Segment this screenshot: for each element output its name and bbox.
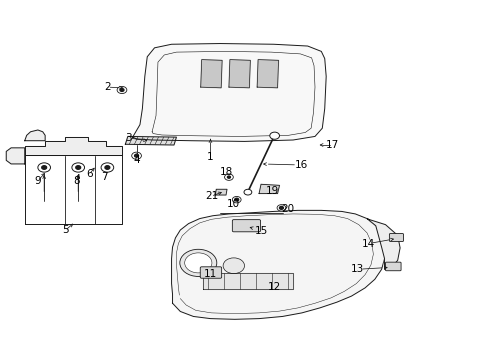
Polygon shape xyxy=(228,60,250,88)
Polygon shape xyxy=(25,137,122,155)
Circle shape xyxy=(232,197,241,203)
Circle shape xyxy=(224,174,233,180)
FancyBboxPatch shape xyxy=(232,220,260,232)
Text: 11: 11 xyxy=(203,269,217,279)
Circle shape xyxy=(134,154,138,157)
Polygon shape xyxy=(259,184,279,194)
Polygon shape xyxy=(215,189,226,195)
Circle shape xyxy=(180,249,216,276)
Circle shape xyxy=(244,189,251,195)
Text: 20: 20 xyxy=(281,203,294,213)
Circle shape xyxy=(277,204,285,211)
FancyBboxPatch shape xyxy=(200,267,221,278)
Polygon shape xyxy=(25,155,122,224)
Polygon shape xyxy=(201,60,222,88)
Circle shape xyxy=(269,132,279,139)
Circle shape xyxy=(131,152,141,159)
Polygon shape xyxy=(203,273,292,289)
Polygon shape xyxy=(132,44,325,141)
Circle shape xyxy=(234,198,238,201)
Polygon shape xyxy=(171,210,384,319)
Text: 12: 12 xyxy=(267,282,281,292)
Polygon shape xyxy=(152,51,314,136)
Circle shape xyxy=(117,86,126,94)
Polygon shape xyxy=(6,148,25,164)
Circle shape xyxy=(76,166,81,169)
Text: 17: 17 xyxy=(325,140,338,150)
Text: 9: 9 xyxy=(35,176,41,186)
Polygon shape xyxy=(257,60,278,88)
Circle shape xyxy=(105,166,110,169)
Circle shape xyxy=(38,163,50,172)
Text: 10: 10 xyxy=(227,199,240,209)
Circle shape xyxy=(279,206,283,209)
Text: 13: 13 xyxy=(350,264,363,274)
Text: 3: 3 xyxy=(125,133,132,143)
FancyBboxPatch shape xyxy=(385,262,400,271)
Circle shape xyxy=(223,258,244,274)
Polygon shape xyxy=(125,136,176,145)
Text: 2: 2 xyxy=(104,82,110,92)
Circle shape xyxy=(227,176,230,178)
Text: 1: 1 xyxy=(207,152,213,162)
Text: 6: 6 xyxy=(86,168,93,179)
Text: 4: 4 xyxy=(133,156,140,165)
Circle shape xyxy=(120,89,123,91)
Text: 5: 5 xyxy=(62,225,69,235)
Circle shape xyxy=(41,166,46,169)
Text: 15: 15 xyxy=(254,226,267,236)
Text: 14: 14 xyxy=(361,239,374,249)
Text: 8: 8 xyxy=(73,176,80,186)
Polygon shape xyxy=(25,130,45,141)
Circle shape xyxy=(101,163,114,172)
Circle shape xyxy=(72,163,84,172)
Text: 18: 18 xyxy=(219,167,232,177)
FancyBboxPatch shape xyxy=(388,234,403,242)
Text: 16: 16 xyxy=(295,160,308,170)
Text: 7: 7 xyxy=(101,172,107,182)
Text: 21: 21 xyxy=(204,191,218,201)
Polygon shape xyxy=(366,219,399,269)
Circle shape xyxy=(184,253,211,273)
Text: 19: 19 xyxy=(265,186,279,197)
